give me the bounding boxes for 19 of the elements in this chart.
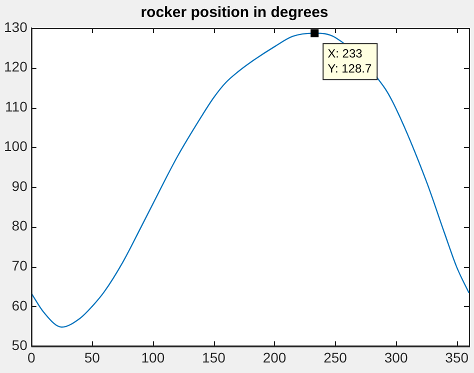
y-tick-label: 100 (4, 138, 28, 154)
x-tick-label: 50 (84, 349, 100, 366)
y-tick-label: 90 (12, 178, 28, 194)
y-tick-label: 110 (5, 98, 28, 114)
x-tick-label: 200 (262, 349, 286, 366)
annotation: X: 233 Y: 128.7 (328, 46, 372, 76)
x-tick-label: 350 (445, 349, 469, 366)
y-tick-label: 60 (12, 297, 28, 314)
x-tick-label: 300 (384, 349, 408, 366)
y-tick-label: 80 (12, 218, 28, 234)
x-tick-label: 250 (324, 349, 348, 366)
y-tick-label: 50 (12, 337, 28, 354)
x-tick-label: 100 (141, 349, 165, 366)
chart-title: rocker position in degrees (140, 4, 328, 22)
x-tick-label: 0 (27, 349, 36, 366)
y-tick-label: 120 (4, 58, 28, 75)
y-tick-label: 70 (12, 258, 28, 274)
x-tick-label: 150 (202, 349, 226, 366)
y-tick-label: 130 (4, 18, 28, 35)
